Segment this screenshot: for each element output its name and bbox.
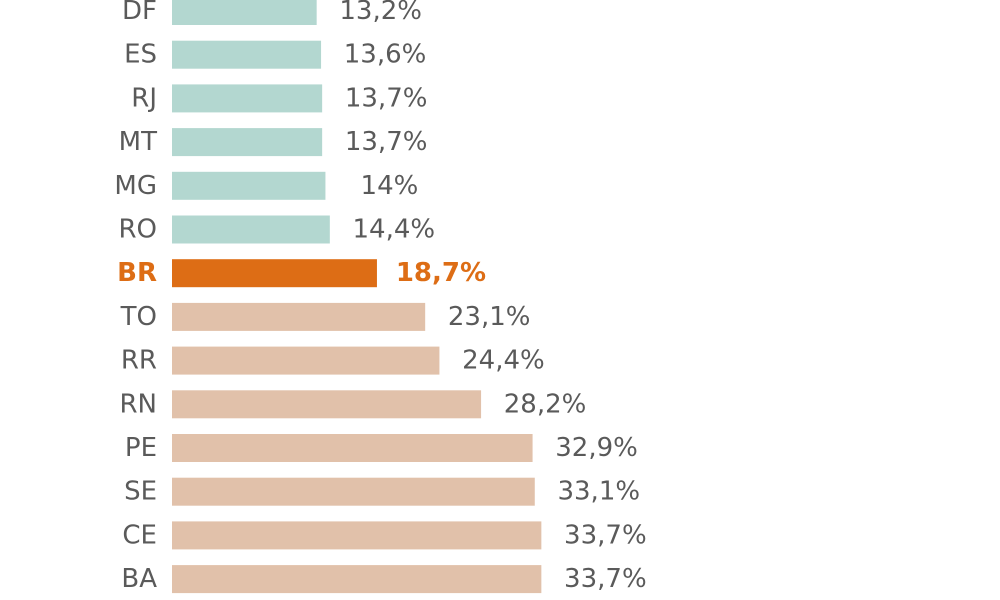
bar-pe [172,434,533,462]
value-label-ce: 33,7% [564,520,647,550]
value-label-pe: 32,9% [555,433,638,463]
category-label-ce: CE [122,520,157,550]
bar-rn [172,390,482,419]
category-label-rj: RJ [131,83,157,113]
category-label-ba: BA [121,564,157,594]
category-label-df: DF [122,0,157,26]
bar-rj [172,84,323,113]
category-label-es: ES [124,40,157,70]
bar-es [172,40,322,69]
bar-df [172,0,317,25]
category-label-mt: MT [119,127,157,157]
bar-br [172,259,377,288]
bar-rr [172,346,440,375]
category-label-rr: RR [121,346,157,376]
value-label-rj: 13,7% [345,83,428,113]
category-label-rn: RN [119,389,157,419]
value-label-mt: 13,7% [345,127,428,157]
category-label-ro: RO [118,215,157,245]
value-label-ro: 14,4% [353,215,436,245]
value-label-es: 13,6% [344,40,427,70]
value-label-br: 18,7% [396,258,486,288]
bar-mg [172,171,326,200]
value-label-to: 23,1% [448,302,531,332]
category-label-se: SE [124,477,157,507]
category-label-to: TO [120,302,157,332]
bar-se [172,477,535,506]
bar-ce [172,521,542,550]
bar-to [172,302,426,331]
bar-ro [172,215,330,244]
bar-ba [172,565,542,594]
value-label-mg: 14% [361,171,419,201]
value-label-rn: 28,2% [504,389,587,419]
category-label-mg: MG [114,171,157,201]
category-label-br: BR [117,258,157,288]
value-label-rr: 24,4% [462,346,545,376]
value-label-se: 33,1% [557,477,640,507]
value-label-ba: 33,7% [564,564,647,594]
bar-mt [172,128,323,157]
category-label-pe: PE [125,433,157,463]
value-label-df: 13,2% [339,0,422,26]
